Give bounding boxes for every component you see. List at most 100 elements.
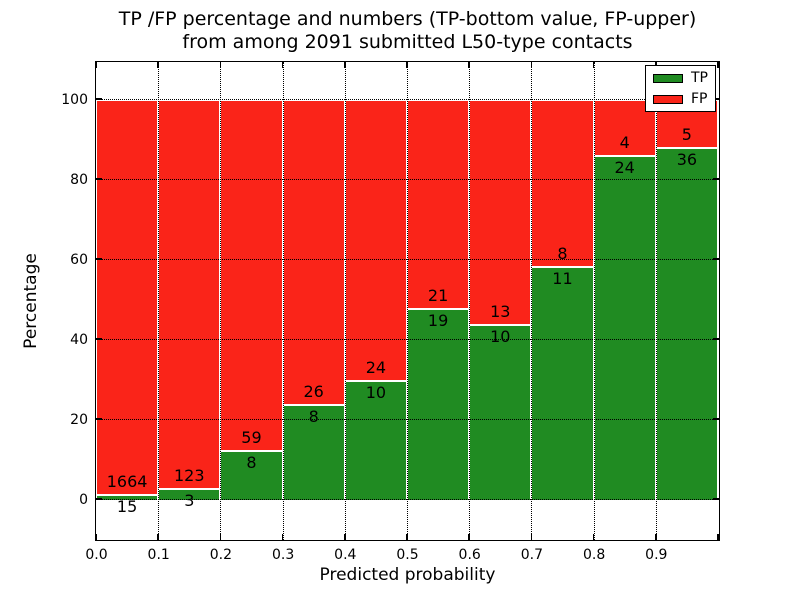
x-tick-mark	[655, 534, 657, 540]
y-tick-mark	[96, 418, 102, 420]
x-tick-mark	[592, 534, 595, 540]
vertical-gridline	[531, 62, 533, 540]
chart-title-line1: TP /FP percentage and numbers (TP-bottom…	[118, 8, 697, 30]
x-tick-mark	[530, 534, 533, 540]
fp-count-label: 4	[619, 133, 630, 153]
tp-count-label: 10	[365, 383, 387, 403]
x-tick-mark	[530, 62, 533, 68]
tp-bar-segment	[532, 268, 593, 500]
tp-bar-segment	[221, 452, 282, 500]
x-tick-mark	[468, 534, 470, 540]
legend-item-fp: FP	[653, 91, 708, 107]
fp-count-label: 1664	[106, 472, 148, 492]
y-tick-mark	[713, 338, 719, 340]
y-tick-mark	[713, 258, 719, 260]
fp-bar-segment	[283, 100, 344, 406]
x-tick-label: 0.8	[582, 547, 606, 563]
y-tick-mark	[96, 178, 102, 180]
x-tick-label: 0.9	[645, 547, 668, 563]
horizontal-gridline	[96, 499, 719, 500]
vertical-gridline	[593, 62, 595, 540]
tp-count-label: 8	[246, 453, 257, 473]
legend-label-tp: TP	[691, 70, 708, 86]
chart-title: TP /FP percentage and numbers (TP-bottom…	[96, 8, 719, 54]
y-tick-mark	[96, 338, 102, 340]
x-tick-label: 0.4	[334, 547, 357, 563]
legend-item-tp: TP	[653, 70, 708, 86]
horizontal-gridline	[96, 179, 719, 180]
fp-bar-segment	[594, 100, 655, 158]
x-tick-label: 0.2	[209, 547, 233, 563]
x-tick-mark	[219, 62, 222, 68]
tp-color-swatch	[653, 73, 683, 83]
fp-bar-segment	[159, 100, 220, 491]
tp-bar-segment	[283, 405, 344, 500]
x-tick-label: 0.3	[271, 547, 295, 563]
y-tick-label: 80	[70, 171, 88, 188]
tp-bar-segment	[345, 382, 406, 500]
x-axis-label: Predicted probability	[319, 565, 496, 585]
y-tick-label: 60	[70, 251, 88, 268]
x-tick-mark	[468, 62, 470, 68]
y-tick-label: 100	[61, 91, 88, 108]
y-tick-mark	[713, 498, 719, 500]
x-tick-mark	[219, 534, 222, 540]
vertical-gridline	[469, 62, 471, 540]
fp-bar-segment	[97, 100, 158, 497]
horizontal-gridline	[96, 339, 719, 340]
x-tick-label: 0.5	[396, 547, 419, 563]
fp-bar-segment	[470, 100, 531, 327]
tp-bar-segment	[470, 326, 531, 500]
fp-bar-segment	[532, 100, 593, 269]
y-tick-mark	[96, 98, 102, 100]
x-tick-mark	[157, 534, 159, 540]
fp-count-label: 123	[174, 466, 205, 486]
tp-bar-segment	[97, 496, 158, 500]
vertical-gridline	[220, 62, 222, 540]
x-tick-mark	[717, 62, 719, 68]
horizontal-gridline	[96, 99, 719, 100]
x-tick-mark	[344, 534, 346, 540]
tp-count-label: 8	[308, 406, 319, 426]
y-tick-mark	[713, 98, 719, 100]
fp-count-label: 26	[303, 381, 324, 401]
fp-count-label: 8	[557, 244, 568, 264]
horizontal-gridline	[96, 419, 719, 420]
fp-count-label: 21	[427, 286, 449, 305]
vertical-gridline	[407, 62, 408, 540]
x-tick-mark	[592, 62, 595, 68]
tp-count-label: 11	[552, 269, 573, 289]
vertical-gridline	[344, 62, 346, 540]
y-tick-mark	[96, 498, 102, 500]
fp-bar-segment	[408, 100, 469, 310]
tp-count-label: 10	[490, 327, 511, 347]
plot-area: TP FP 1664 15 123 3 59 8 26 8 24 10 21 19 13 10 8 11 4 24…	[95, 61, 720, 541]
vertical-gridline	[655, 62, 657, 540]
tp-bar-segment	[408, 310, 469, 500]
tp-count-label: 24	[614, 158, 635, 178]
x-tick-mark	[717, 534, 719, 540]
x-tick-label: 0.7	[520, 547, 544, 563]
tp-bar-segment	[656, 148, 717, 500]
y-tick-label: 40	[70, 331, 88, 348]
y-tick-mark	[713, 418, 719, 420]
legend-label-fp: FP	[691, 91, 708, 107]
tp-count-label: 19	[427, 311, 449, 330]
vertical-gridline	[282, 62, 284, 540]
x-tick-mark	[95, 62, 97, 68]
x-tick-mark	[95, 534, 97, 540]
legend: TP FP	[645, 65, 716, 112]
tp-bar-segment	[159, 490, 220, 500]
tp-bar-segment	[594, 157, 655, 500]
y-tick-label: 20	[70, 411, 88, 428]
y-tick-label: 0	[79, 491, 88, 508]
chart-title-line2: from among 2091 submitted L50-type conta…	[182, 31, 633, 53]
tp-count-label: 36	[676, 149, 698, 169]
fp-bar-segment	[221, 100, 282, 453]
fp-count-label: 13	[490, 302, 511, 322]
fp-count-label: 59	[241, 428, 262, 448]
x-tick-mark	[157, 62, 159, 68]
x-tick-mark	[281, 534, 284, 540]
x-tick-label: 0.1	[147, 547, 170, 563]
horizontal-gridline	[96, 259, 719, 260]
